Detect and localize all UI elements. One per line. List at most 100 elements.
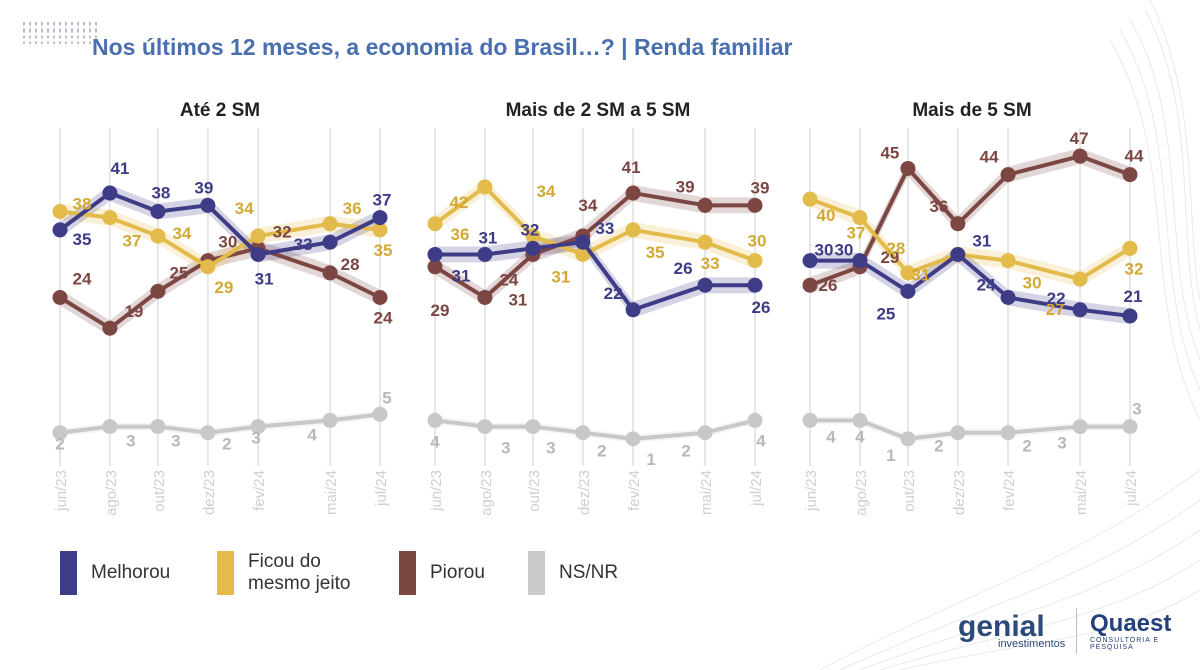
point-nsnr <box>150 419 166 435</box>
data-label-melhorou: 33 <box>294 235 313 254</box>
data-label-nsnr: 2 <box>681 442 690 461</box>
genial-logo-subtext: investimentos <box>998 638 1066 650</box>
point-piorou <box>1000 167 1016 183</box>
point-nsnr <box>102 419 118 435</box>
x-tick-label: fev/24 <box>251 470 268 511</box>
data-label-ficou: 30 <box>748 232 767 251</box>
point-ficou <box>575 246 591 262</box>
data-label-melhorou: 26 <box>674 259 693 278</box>
data-label-ficou: 30 <box>1023 274 1042 293</box>
point-piorou <box>802 277 818 293</box>
x-tick-label: out/23 <box>901 470 918 512</box>
point-nsnr <box>747 412 763 428</box>
point-melhorou <box>852 253 868 269</box>
data-label-nsnr: 2 <box>55 435 64 454</box>
data-label-nsnr: 2 <box>1022 437 1031 456</box>
point-melhorou <box>950 246 966 262</box>
data-label-piorou: 39 <box>676 177 695 196</box>
data-label-ficou: 28 <box>886 239 905 258</box>
data-label-melhorou: 39 <box>194 178 213 197</box>
legend-swatch-ficou <box>217 551 234 595</box>
header-decoration-icon <box>22 22 100 44</box>
point-melhorou <box>200 197 216 213</box>
data-label-ficou: 40 <box>817 206 836 225</box>
data-label-nsnr: 5 <box>382 388 391 407</box>
point-piorou <box>477 290 493 305</box>
data-label-melhorou: 26 <box>752 298 771 317</box>
point-nsnr <box>200 425 216 441</box>
point-piorou <box>52 290 68 305</box>
x-tick-label: ago/23 <box>853 470 870 516</box>
data-label-nsnr: 3 <box>501 439 510 458</box>
data-label-melhorou: 37 <box>373 191 392 210</box>
point-nsnr <box>322 412 338 428</box>
data-label-nsnr: 3 <box>1132 400 1141 419</box>
logo-divider <box>1076 608 1077 654</box>
point-ficou <box>372 222 388 238</box>
data-label-nsnr: 3 <box>251 429 260 448</box>
point-ficou <box>625 222 641 238</box>
data-label-ficou: 35 <box>374 241 393 260</box>
data-label-piorou: 36 <box>929 197 948 216</box>
x-tick-label: jul/24 <box>1123 470 1140 507</box>
data-label-nsnr: 3 <box>546 439 555 458</box>
point-ficou <box>1072 271 1088 287</box>
point-ficou <box>747 253 763 269</box>
data-label-piorou: 24 <box>499 271 518 290</box>
legend-item-melhorou: Melhorou <box>60 551 221 595</box>
point-melhorou <box>1072 302 1088 318</box>
point-piorou <box>1072 148 1088 164</box>
point-melhorou <box>575 234 591 250</box>
point-melhorou <box>525 240 541 256</box>
data-label-ficou: 27 <box>1046 300 1065 319</box>
data-label-nsnr: 4 <box>430 432 440 451</box>
point-ficou <box>102 210 118 226</box>
data-label-piorou: 29 <box>431 301 450 320</box>
point-nsnr <box>950 425 966 441</box>
legend-label-nsnr: NS/NR <box>559 562 619 583</box>
data-label-piorou: 30 <box>218 233 237 252</box>
point-piorou <box>102 320 118 336</box>
data-label-melhorou: 38 <box>151 183 170 202</box>
data-label-melhorou: 31 <box>478 228 497 247</box>
point-piorou <box>900 160 916 176</box>
point-ficou <box>1122 240 1138 256</box>
point-ficou <box>1000 253 1016 269</box>
legend-swatch-nsnr <box>528 551 545 595</box>
data-label-nsnr: 2 <box>597 442 606 461</box>
point-nsnr <box>697 425 713 441</box>
data-label-piorou: 31 <box>508 290 527 309</box>
x-tick-label: ago/23 <box>478 470 495 516</box>
legend-item-ficou: Ficou do mesmo jeito <box>217 551 368 595</box>
data-label-piorou: 45 <box>880 143 899 162</box>
point-nsnr <box>525 419 541 435</box>
quaest-logo-subtext: CONSULTORIA E PESQUISA <box>1090 637 1160 651</box>
data-label-melhorou: 31 <box>452 266 471 285</box>
genial-logo: genial investimentos <box>958 612 1066 651</box>
data-label-melhorou: 22 <box>604 284 623 303</box>
data-label-piorou: 29 <box>880 248 899 267</box>
data-label-nsnr: 3 <box>126 432 135 451</box>
point-melhorou <box>747 277 763 293</box>
point-ficou <box>150 228 166 244</box>
data-label-ficou: 32 <box>1125 259 1144 278</box>
point-piorou <box>372 290 388 305</box>
x-tick-label: ago/23 <box>103 470 120 516</box>
point-melhorou <box>900 283 916 299</box>
point-ficou <box>852 210 868 226</box>
point-piorou <box>427 259 443 275</box>
point-nsnr <box>427 412 443 428</box>
legend-item-nsnr: NS/NR <box>528 551 689 595</box>
point-nsnr <box>575 425 591 441</box>
band-nsnr <box>810 416 1130 443</box>
x-tick-label: mai/24 <box>698 470 715 515</box>
point-nsnr <box>477 419 493 435</box>
point-melhorou <box>477 246 493 262</box>
point-melhorou <box>102 185 118 201</box>
point-nsnr <box>852 412 868 428</box>
point-piorou <box>697 197 713 213</box>
data-label-piorou: 26 <box>819 276 838 295</box>
data-label-melhorou: 31 <box>972 231 991 250</box>
data-label-nsnr: 2 <box>222 435 231 454</box>
data-label-nsnr: 4 <box>307 425 317 444</box>
